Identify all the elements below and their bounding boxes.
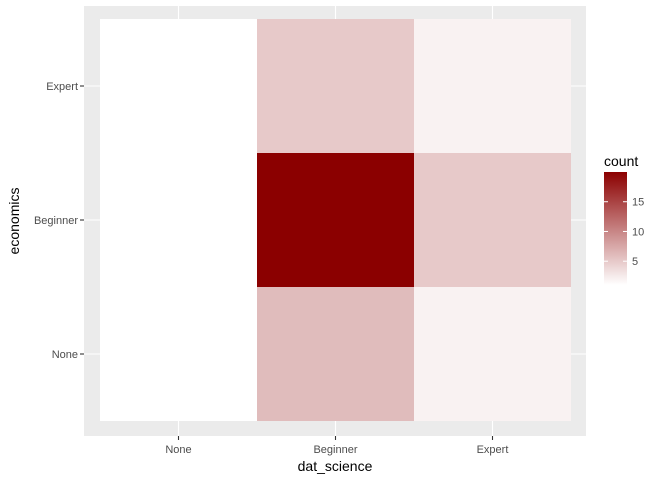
color-legend: count 5 10 15: [604, 153, 644, 285]
legend-tick-label: 10: [632, 226, 644, 238]
legend-title: count: [604, 153, 638, 169]
heatmap-cell: [414, 153, 571, 287]
heatmap-cell: [257, 19, 414, 153]
legend-tick-label: 5: [632, 256, 638, 268]
heatmap-cell: [100, 153, 257, 287]
legend-ticks: 5 10 15: [604, 197, 644, 268]
heatmap-cell: [257, 287, 414, 421]
legend-tick-label: 15: [632, 197, 644, 209]
x-tick-label: None: [165, 444, 191, 456]
heatmap-cell: [100, 287, 257, 421]
y-tick-label: Beginner: [34, 215, 78, 227]
legend-colorbar: [604, 172, 627, 285]
x-axis: None Beginner Expert: [165, 436, 508, 456]
x-tick-label: Beginner: [313, 444, 357, 456]
y-axis: None Beginner Expert: [34, 81, 84, 361]
y-tick-label: Expert: [46, 81, 78, 93]
heatmap-cell: [414, 19, 571, 153]
heatmap-cell: [100, 19, 257, 153]
heatmap-cell: [414, 287, 571, 421]
x-axis-title: dat_science: [298, 458, 373, 474]
y-axis-title: economics: [6, 188, 22, 255]
heatmap-cells: [100, 19, 571, 421]
y-tick-label: None: [52, 349, 78, 361]
heatmap-cell: [257, 153, 414, 287]
x-tick-label: Expert: [477, 444, 509, 456]
